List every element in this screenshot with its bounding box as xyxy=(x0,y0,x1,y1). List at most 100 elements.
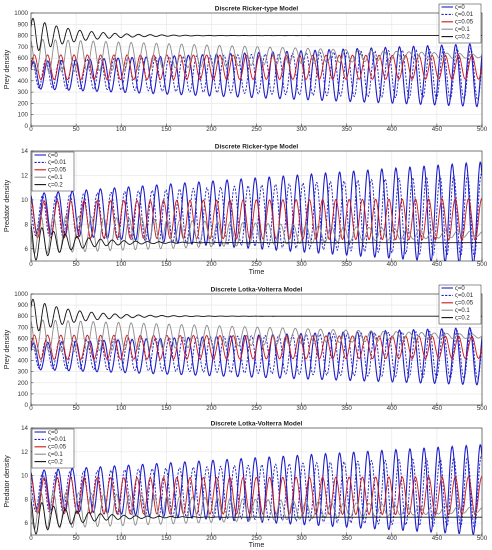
legend-label: ς=0.2 xyxy=(455,315,470,321)
series-line xyxy=(31,161,482,261)
x-tick-label: 250 xyxy=(251,126,262,133)
y-tick-label: 300 xyxy=(18,89,29,96)
x-tick-label: 250 xyxy=(251,535,262,542)
chart-panel-ricker-predator: 0 50 100 150 200 250 300 350 400 450 500 6 8 10 12 14 Di… xyxy=(2,144,488,277)
x-tick-label: 50 xyxy=(73,261,80,268)
x-tick-label: 50 xyxy=(73,126,80,133)
series-line xyxy=(31,54,482,81)
legend-label: ς=0 xyxy=(455,5,465,11)
legend-label: ς=0.01 xyxy=(455,293,474,299)
y-tick-label: 14 xyxy=(21,425,28,432)
y-tick-label: 700 xyxy=(18,44,29,51)
legend-label: ς=0.1 xyxy=(455,27,470,33)
x-tick-label: 500 xyxy=(477,405,488,412)
series-line xyxy=(31,329,482,380)
x-tick-label: 0 xyxy=(29,261,33,268)
legend: ς=0ς=0.01 ς=0.05ς=0.1ς=0.2 xyxy=(438,3,482,44)
x-tick-label: 100 xyxy=(116,405,127,412)
x-tick-label: 50 xyxy=(73,535,80,542)
series-line xyxy=(31,214,482,254)
legend-label: ς=0.01 xyxy=(455,12,474,18)
y-tick-label: 600 xyxy=(18,55,29,62)
x-tick-label: 250 xyxy=(251,261,262,268)
series-line xyxy=(31,298,482,332)
y-tick-label: 10 xyxy=(21,197,28,204)
legend-label: ς=0 xyxy=(48,153,58,159)
legend-label: ς=0.2 xyxy=(48,182,63,188)
x-tick-label: 200 xyxy=(206,535,217,542)
y-tick-label: 500 xyxy=(18,347,29,354)
chart-panel-lotka-volterra-predator: 0 50 100 150 200 250 300 350 400 450 500 6 8 10 12 14 Di… xyxy=(2,421,488,550)
x-tick-label: 500 xyxy=(477,261,488,268)
series-line xyxy=(31,38,482,74)
legend-label: ς=0.05 xyxy=(48,168,67,174)
chart-title: Discrete Lotka-Volterra Model xyxy=(211,287,303,294)
y-tick-label: 200 xyxy=(18,380,29,387)
y-tick-label: 6 xyxy=(25,520,29,527)
y-tick-label: 0 xyxy=(25,123,29,130)
x-tick-label: 350 xyxy=(342,126,353,133)
y-tick-label: 0 xyxy=(25,402,29,409)
x-tick-label: 0 xyxy=(29,535,33,542)
y-tick-label: 14 xyxy=(21,148,28,155)
x-tick-label: 500 xyxy=(477,535,488,542)
legend: ς=0ς=0.01 ς=0.05ς=0.1ς=0.2 xyxy=(31,428,75,469)
x-tick-label: 50 xyxy=(73,405,80,412)
series-line xyxy=(31,319,482,354)
legend-label: ς=0.01 xyxy=(48,437,67,443)
x-tick-label: 100 xyxy=(116,261,127,268)
x-tick-label: 200 xyxy=(206,405,217,412)
y-tick-label: 900 xyxy=(18,21,29,28)
x-tick-label: 350 xyxy=(342,405,353,412)
chart-panel-ricker-prey: 0 50 100 150 200 250 300 350 400 450 5000100200300… xyxy=(2,3,488,133)
y-tick-label: 8 xyxy=(25,221,29,228)
x-tick-label: 350 xyxy=(342,261,353,268)
legend-label: ς=0.01 xyxy=(48,160,67,166)
legend-label: ς=0.05 xyxy=(455,20,474,26)
x-tick-label: 300 xyxy=(296,535,307,542)
series-line xyxy=(31,224,482,261)
x-tick-label: 450 xyxy=(432,261,443,268)
y-tick-label: 100 xyxy=(18,391,29,398)
y-tick-label: 400 xyxy=(18,78,29,85)
y-tick-label: 900 xyxy=(18,302,29,309)
x-tick-label: 0 xyxy=(29,126,33,133)
legend-label: ς=0.1 xyxy=(48,452,63,458)
x-tick-label: 150 xyxy=(161,535,172,542)
x-tick-label: 450 xyxy=(432,126,443,133)
legend-label: ς=0.1 xyxy=(48,175,63,181)
x-tick-label: 350 xyxy=(342,535,353,542)
chart-title: Discrete Ricker-type Model xyxy=(215,144,299,151)
y-tick-label: 200 xyxy=(18,100,29,107)
x-tick-label: 150 xyxy=(161,126,172,133)
series-line xyxy=(31,43,482,108)
x-tick-label: 200 xyxy=(206,261,217,268)
legend: ς=0ς=0.01 ς=0.05ς=0.1ς=0.2 xyxy=(438,284,482,325)
y-tick-label: 400 xyxy=(18,358,29,365)
legend-label: ς=0.05 xyxy=(48,445,67,451)
x-tick-label: 300 xyxy=(296,405,307,412)
y-tick-label: 800 xyxy=(18,33,29,40)
y-tick-label: 700 xyxy=(18,324,29,331)
y-tick-label: 8 xyxy=(25,496,29,503)
x-tick-label: 400 xyxy=(387,261,398,268)
y-tick-label: 12 xyxy=(21,449,28,456)
x-tick-label: 500 xyxy=(477,126,488,133)
x-tick-label: 400 xyxy=(387,535,398,542)
x-axis-label: Time xyxy=(249,540,265,549)
y-tick-label: 6 xyxy=(25,246,29,253)
legend-label: ς=0 xyxy=(48,430,58,436)
y-axis-label: Prey density xyxy=(2,329,11,369)
y-axis-label: Predator density xyxy=(2,179,11,232)
series-line xyxy=(31,499,482,535)
x-tick-label: 450 xyxy=(432,535,443,542)
series-line xyxy=(31,455,482,529)
x-tick-label: 100 xyxy=(116,126,127,133)
x-tick-label: 400 xyxy=(387,405,398,412)
y-tick-label: 100 xyxy=(18,112,29,119)
x-tick-label: 250 xyxy=(251,405,262,412)
y-tick-label: 10 xyxy=(21,473,28,480)
y-axis-label: Prey density xyxy=(2,49,11,89)
chart-panel-lotka-volterra-prey: 0 50 100 150 200 250 300 350 400 450 5000100200300… xyxy=(2,284,488,412)
